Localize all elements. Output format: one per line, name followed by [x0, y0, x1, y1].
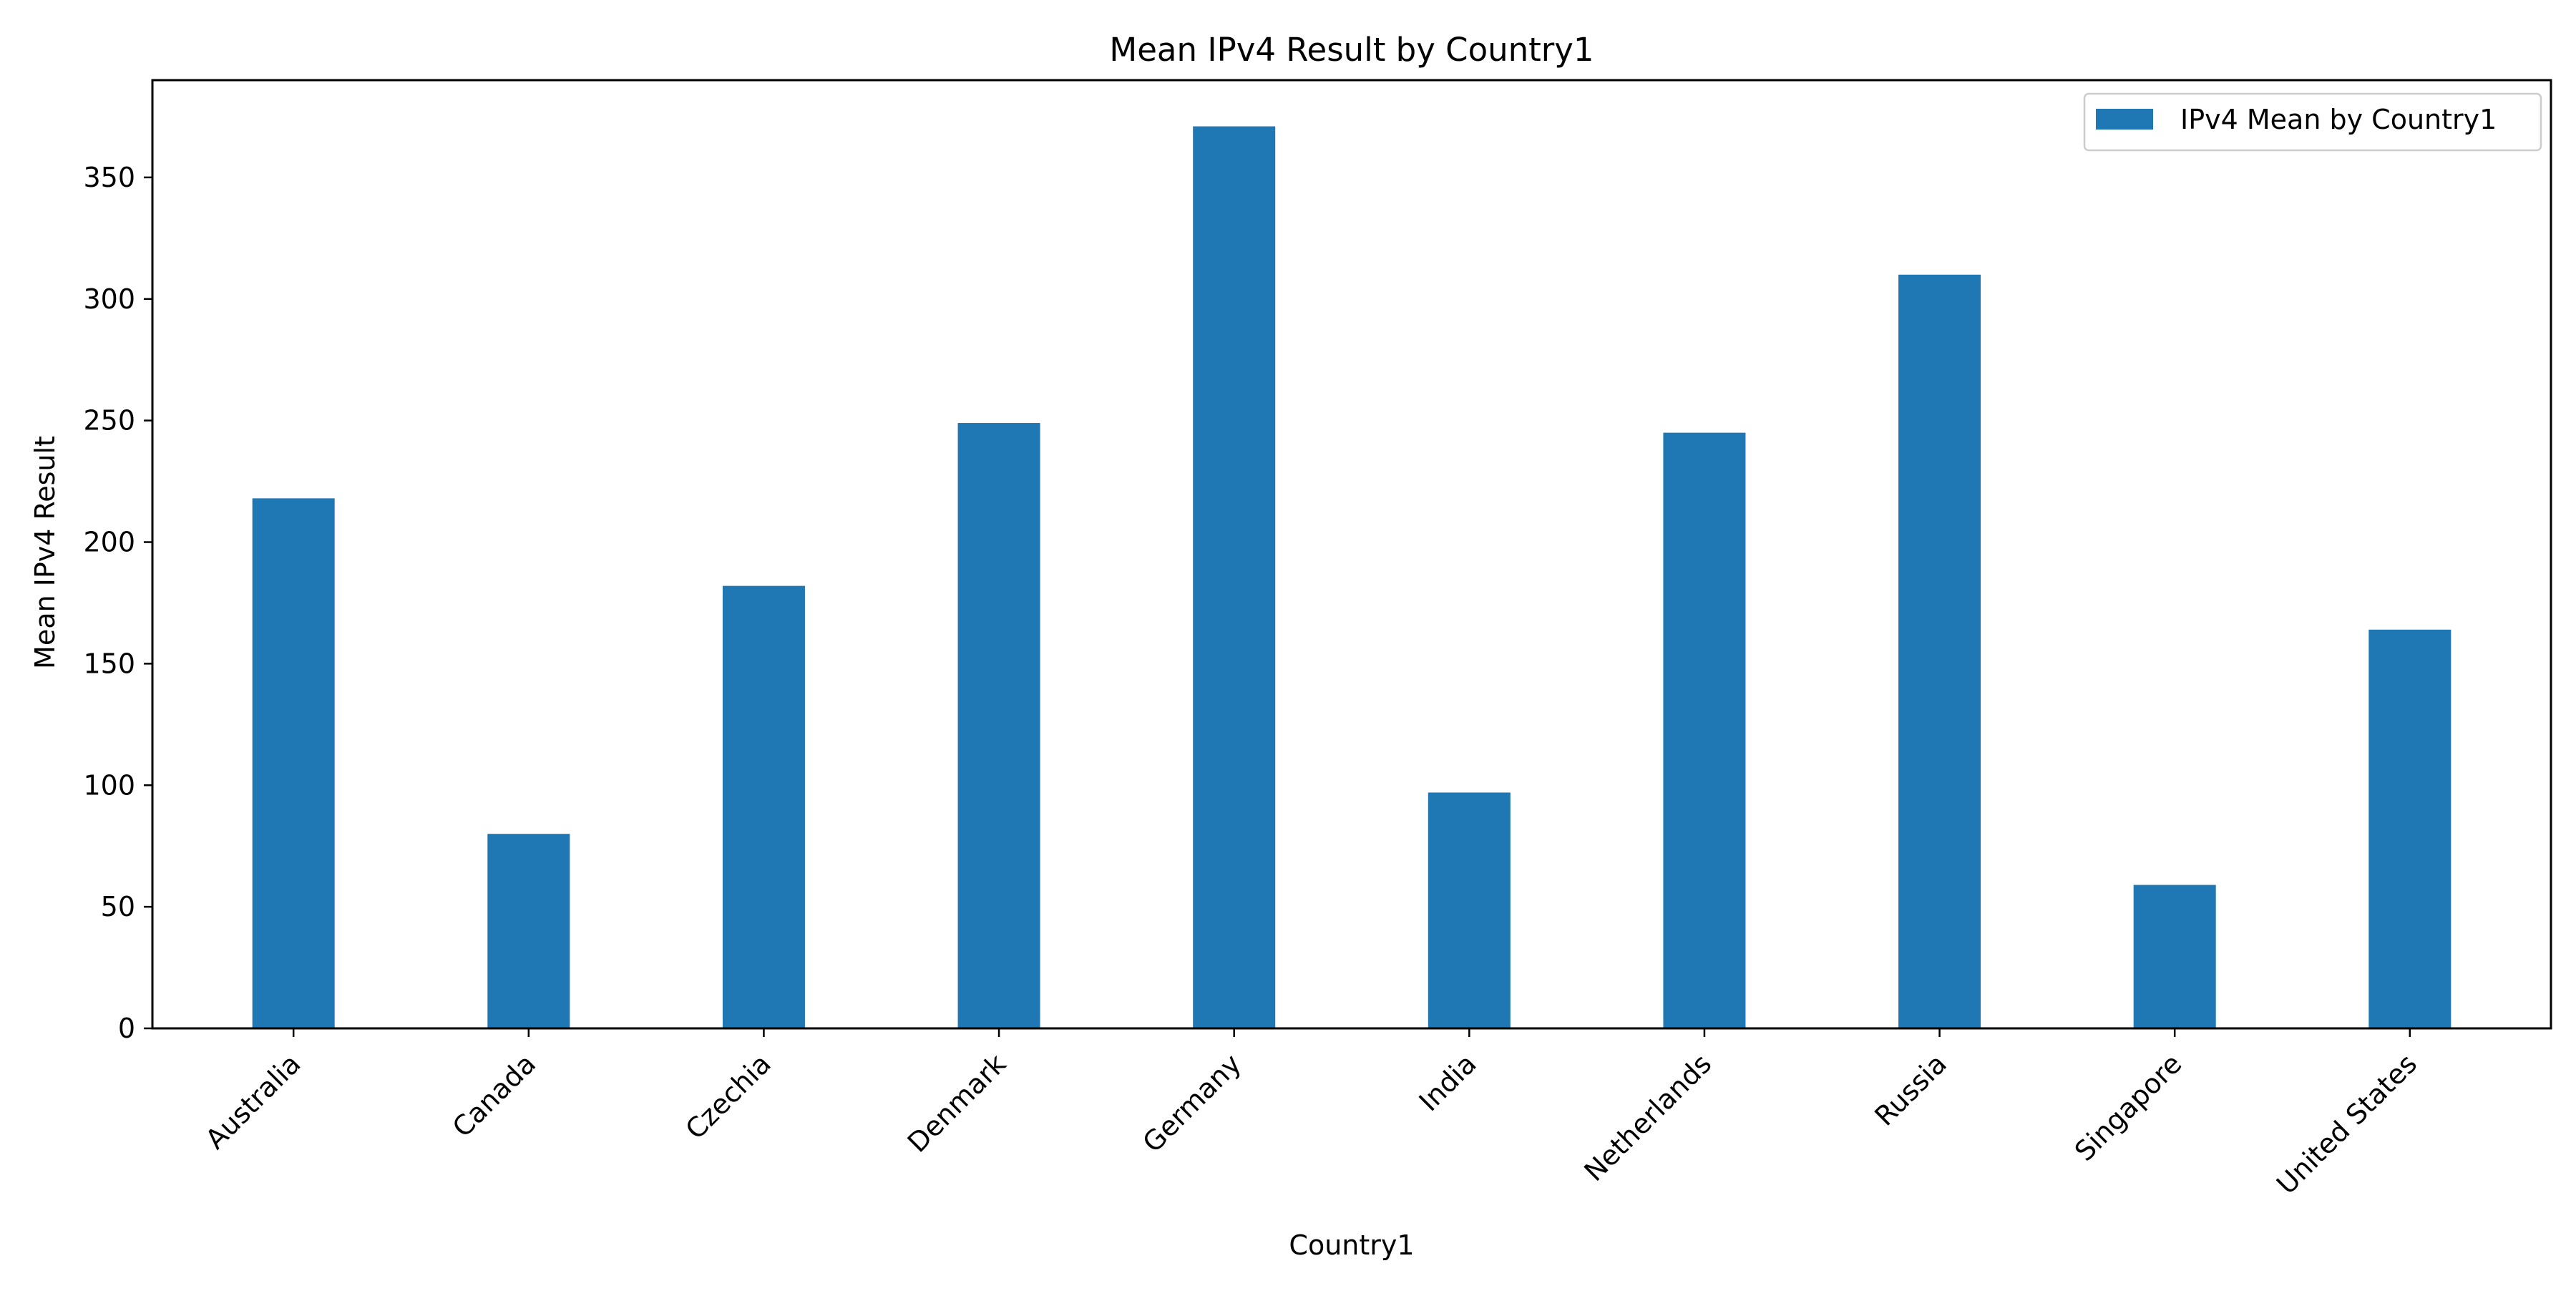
bar-canada	[487, 834, 570, 1028]
bar-russia	[1898, 274, 1981, 1028]
legend-label: IPv4 Mean by Country1	[2180, 104, 2497, 135]
y-tick-label: 300	[83, 283, 135, 315]
plot-frame	[151, 79, 2552, 1030]
y-tick-label: 50	[101, 891, 135, 922]
bar-germany	[1193, 126, 1276, 1029]
bar-denmark	[957, 423, 1040, 1028]
y-tick-label: 350	[83, 162, 135, 193]
y-tick-label: 150	[83, 648, 135, 679]
bar-australia	[252, 498, 335, 1028]
y-tick-label: 250	[83, 405, 135, 437]
y-tick-label: 0	[118, 1013, 135, 1044]
bar-czechia	[722, 585, 805, 1028]
y-tick-label: 100	[83, 769, 135, 801]
y-tick-label: 200	[83, 527, 135, 558]
bars-layer	[252, 126, 2451, 1029]
bar-singapore	[2133, 885, 2216, 1028]
legend-swatch	[2096, 109, 2153, 130]
x-axis-label: Country1	[1289, 1229, 1414, 1261]
legend: IPv4 Mean by Country1	[2083, 92, 2542, 152]
bar-united-states	[2368, 629, 2451, 1028]
y-axis-label: Mean IPv4 Result	[29, 436, 61, 669]
bar-netherlands	[1663, 432, 1746, 1028]
chart-title: Mean IPv4 Result by Country1	[1109, 31, 1594, 69]
y-axis-ticks: 0 50 100 150 200 250 300 350	[83, 162, 152, 1044]
bar-india	[1428, 792, 1511, 1028]
legend-box	[2083, 92, 2542, 152]
